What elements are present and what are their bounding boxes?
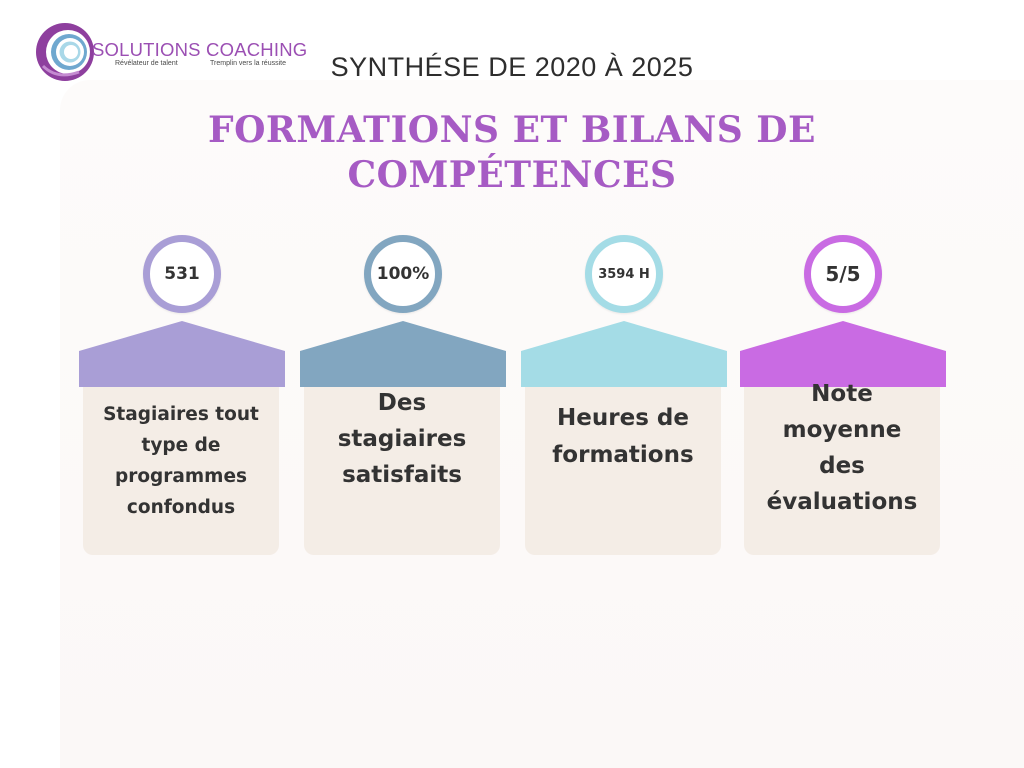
card-roof-shape (740, 321, 946, 387)
stat-card-trainees: 531 Stagiaires tout type de programmes c… (79, 235, 285, 557)
logo-name: SOLUTIONS COACHING (92, 39, 308, 60)
card-body (525, 355, 721, 555)
stat-label: Stagiaires tout type de programmes confo… (103, 404, 259, 518)
card-body (744, 355, 940, 555)
card-body (304, 355, 500, 555)
stat-label: Note moyenne des évaluations (766, 381, 918, 515)
stat-label: Des stagiaires satisfaits (337, 390, 467, 488)
logo-swirl-icon (36, 23, 94, 81)
page-title: FORMATIONS ET BILANS DE COMPÉTENCES (0, 108, 1024, 198)
title-line-1: FORMATIONS ET BILANS DE (208, 109, 816, 151)
card-roof-shape (79, 321, 285, 387)
logo-tagline-left: Révélateur de talent (115, 60, 178, 67)
title-line-2: COMPÉTENCES (347, 154, 677, 196)
company-logo: SOLUTIONS COACHING Révélateur de talent … (35, 22, 307, 84)
stat-card-hours: 3594 H Heures de formations (521, 235, 727, 557)
card-roof-shape (521, 321, 727, 387)
stat-card-rating: 5/5 Note moyenne des évaluations (740, 235, 946, 557)
card-roof-shape (300, 321, 506, 387)
stat-value-badge: 5/5 (804, 235, 882, 313)
stat-value-badge: 100% (364, 235, 442, 313)
stat-value-badge: 531 (143, 235, 221, 313)
stat-value-badge: 3594 H (585, 235, 663, 313)
card-body (83, 355, 279, 555)
stat-label: Heures de formations (552, 405, 694, 468)
page-subtitle: SYNTHÉSE DE 2020 À 2025 (330, 52, 694, 82)
stat-card-satisfaction: 100% Des stagiaires satisfaits (300, 235, 506, 557)
logo-tagline-right: Tremplin vers la réussite (210, 60, 286, 67)
